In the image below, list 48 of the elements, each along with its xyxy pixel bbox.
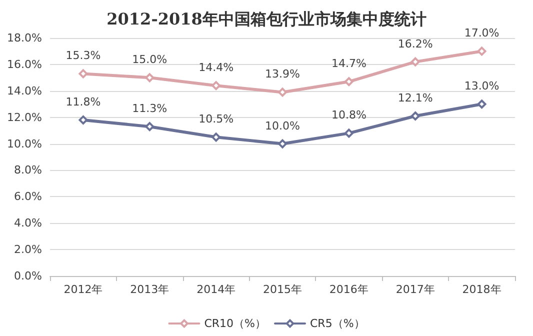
y-tick-label: 12.0% [7,110,42,124]
y-tick-label: 16.0% [7,58,42,71]
data-label: 10.8% [331,108,366,122]
y-tick-label: 0.0% [14,270,42,282]
data-label: 16.2% [398,37,433,50]
data-label: 13.9% [265,68,300,81]
x-tick-label: 2018年 [462,283,502,296]
point [145,73,154,82]
point [145,122,154,132]
y-tick-label: 14.0% [7,84,42,98]
point [278,139,287,148]
data-label: 10.0% [265,119,300,132]
data-label: 10.5% [198,112,234,126]
data-label: 14.4% [198,61,234,74]
x-tick-label: 2016年 [329,283,368,296]
data-label: 11.3% [132,102,168,116]
y-tick-label: 18.0% [7,32,42,44]
data-label: 15.3% [66,49,101,62]
point [78,115,88,124]
x-tick-label: 2015年 [263,283,302,296]
y-tick-label: 4.0% [14,216,42,230]
point [212,132,221,142]
x-tick-label: 2012年 [64,283,103,296]
point [344,128,354,138]
point [410,112,420,121]
data-label: 14.7% [331,57,366,70]
point [278,88,287,97]
legend-label: CR10（%） [204,317,266,330]
data-label: 15.0% [132,53,168,66]
legend-label: CR5（%） [310,317,365,330]
data-label: 11.8% [66,95,101,108]
x-tick-label: 2017年 [396,283,435,296]
point [477,46,486,56]
point [344,77,354,86]
chart-title: 2012-2018年中国箱包行业市场集中度统计 [106,10,426,28]
point [410,57,420,66]
y-tick-label: 6.0% [14,190,42,204]
y-tick-label: 8.0% [14,164,42,177]
y-tick-label: 10.0% [7,137,42,150]
data-label: 12.1% [398,92,433,105]
data-label: 13.0% [464,80,500,93]
point [477,100,486,109]
y-tick-label: 2.0% [14,243,42,256]
point [78,69,88,78]
x-tick-label: 2014年 [196,283,236,296]
data-label: 17.0% [464,26,500,40]
x-tick-label: 2013年 [130,283,170,296]
point [212,81,221,90]
